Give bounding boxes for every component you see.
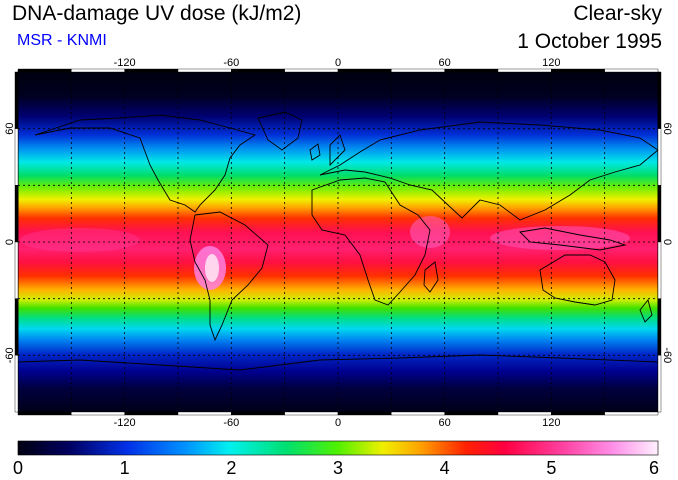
colorbar-label: 5 [546,458,557,478]
indonesia-coast [519,227,627,251]
frame-segment [231,68,285,73]
condition-label: Clear-sky [573,2,662,25]
lon-tick-top: 0 [335,57,341,69]
scandinavia-coast [329,134,346,167]
colorbar-label: 4 [439,458,450,478]
maritime-hotspot [490,226,630,250]
africa-coast [311,177,431,306]
colorbar-label: 1 [119,458,130,478]
lat-tick-left: 0 [4,239,16,245]
madagascar-coast [423,261,439,293]
frame-segment [284,68,339,73]
lon-tick-top: -120 [114,57,136,69]
frame-segment [444,411,499,416]
frame-segment [444,68,499,73]
lat-tick-right: 60 [661,123,673,135]
frame-segment [657,355,662,413]
page-title: DNA-damage UV dose (kJ/m2) [12,2,302,25]
frame-segment [231,411,285,416]
colorbar-label: 0 [12,458,24,478]
frame-segment [14,185,19,243]
frame-segment [177,68,232,73]
frame-segment [177,411,232,416]
frame-segment [284,411,339,416]
date-label: 1 October 1995 [517,30,662,53]
frame-segment [657,185,662,243]
graticule [18,72,658,412]
lat-tick-left: -60 [4,347,16,363]
frame-segment [337,68,392,73]
frame-segment [14,241,19,299]
frame-ticks [14,68,662,416]
lat-tick-right: -60 [661,347,673,363]
lon-tick-bottom: -60 [223,417,239,429]
colorbar-label: 6 [648,458,660,478]
frame-segment [17,68,72,73]
frame-segment [17,411,72,416]
frame-segment [497,68,552,73]
british-isles-coast [309,143,321,161]
frame-segment [551,411,605,416]
source-label: MSR - KNMI [17,32,107,49]
frame-segment [71,411,125,416]
lon-tick-top: 60 [439,57,451,69]
lon-tick-top: -60 [223,57,239,69]
lon-tick-bottom: 120 [542,417,560,429]
frame-segment [14,128,19,186]
frame-segment [14,71,19,129]
frame-segment [657,128,662,186]
lon-tick-top: 120 [542,57,560,69]
australia-coast [539,254,616,306]
colorbar [17,440,659,456]
frame-segment [657,71,662,129]
frame-segment [14,355,19,413]
antarctica-coast [18,354,658,371]
frame-segment [551,68,605,73]
lat-tick-right: 0 [661,239,673,245]
new-zealand-coast [639,299,653,323]
frame-segment [124,411,179,416]
frame-segment [391,68,445,73]
frame-segment [337,411,392,416]
pacific-hotspot [20,228,140,252]
colorbar-label: 3 [332,458,344,478]
colorbar-label: 2 [226,458,237,478]
frame-segment [124,68,179,73]
frame-segment [657,298,662,356]
frame-segment [497,411,552,416]
north-america-coast [34,114,257,213]
frame-segment [604,411,659,416]
frame-segment [14,298,19,356]
andes-peak [205,254,219,282]
frame-segment [71,68,125,73]
frame-segment [604,68,659,73]
south-america-coast [189,211,269,342]
lon-tick-bottom: 0 [335,417,341,429]
lat-tick-left: 60 [4,123,16,135]
frame-segment [657,241,662,299]
lon-tick-bottom: 60 [439,417,451,429]
lon-tick-bottom: -120 [114,417,136,429]
frame-segment [391,411,445,416]
